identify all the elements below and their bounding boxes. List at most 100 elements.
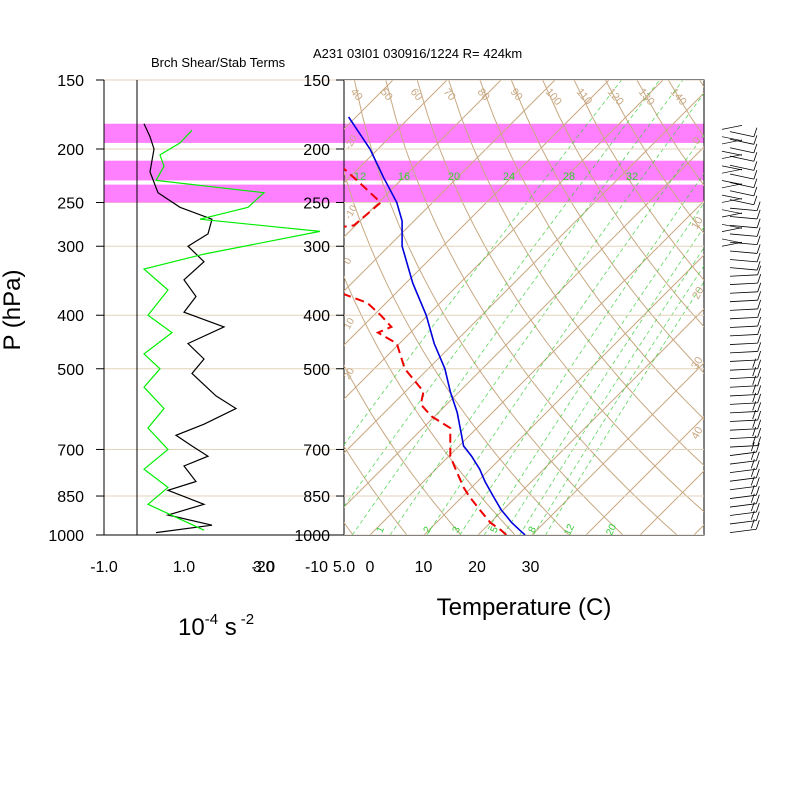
wind-barb-feather — [756, 252, 761, 263]
wind-barb-feather — [756, 235, 761, 245]
shear-highlight-bands — [104, 123, 704, 203]
mixing-ratio-20 — [503, 226, 704, 535]
dry-adiabat-label-150: 150 — [700, 86, 721, 108]
wind-barb-230 — [729, 178, 758, 189]
wind-barb-upper-0 — [721, 241, 743, 247]
isotherm--120 — [0, 80, 177, 535]
wind-barb-feather — [750, 502, 755, 512]
wind-barb-staff — [729, 131, 754, 138]
wind-barb-feather — [755, 494, 760, 504]
wind-barb-feather — [755, 511, 760, 521]
wind-barb-feather — [750, 442, 755, 452]
wind-barb-222 — [729, 170, 758, 180]
dry-adiabat-340 — [416, 80, 704, 513]
isotherm--100 — [0, 80, 285, 535]
wind-barb-436 — [729, 325, 762, 337]
skewt-ytick-label-400: 400 — [303, 308, 330, 325]
wind-barb-186 — [729, 127, 758, 138]
isotherm--40 — [344, 80, 610, 346]
wind-barb-feather — [756, 209, 761, 220]
wind-barb-317 — [729, 252, 761, 263]
wind-barb-485 — [729, 350, 762, 362]
wind-barb-staff — [729, 359, 758, 362]
wind-barb-295 — [729, 235, 761, 246]
wind-barb-feather — [753, 178, 758, 188]
wind-barb-staff — [729, 147, 754, 154]
figure-header: A231 03I01 030916/1224 R= 424km — [313, 46, 522, 61]
wind-barb-staff — [729, 308, 758, 311]
wind-barb-staff — [729, 182, 754, 189]
wind-barb-staff — [729, 460, 757, 465]
mixing-ratio-bottom-label-1: 1 — [375, 525, 388, 535]
isotherm-side-label-0: 0 — [690, 135, 703, 146]
left-x-ticks: -1.0 1.0 3.0 5.0 — [90, 559, 355, 576]
dry-adiabat-280 — [344, 445, 408, 535]
dry-adiabat-350 — [448, 80, 704, 467]
wind-barb-staff — [729, 155, 754, 162]
wind-barb-staff — [729, 511, 757, 516]
skewt-temperature-ticks: -20 -10 0 10 20 30 — [251, 559, 539, 576]
wind-barb-upper-12 — [721, 154, 743, 159]
mixing-ratio-top-label-20: 20 — [448, 171, 460, 183]
wind-barb-feather — [757, 308, 762, 318]
wind-barb-feather — [753, 152, 758, 162]
wind-barb-265 — [729, 209, 761, 220]
wind-barb-378 — [729, 291, 762, 303]
wind-barb-staff — [729, 138, 754, 145]
wind-barb-feather — [757, 282, 762, 292]
wind-barb-upper-13 — [721, 150, 743, 156]
wind-barb-214 — [729, 161, 758, 171]
isotherm-label-0: 0 — [342, 256, 355, 267]
wind-barb-staff — [729, 259, 758, 263]
dry-adiabat-label-90: 90 — [508, 86, 525, 103]
temperature-profile — [347, 116, 526, 535]
wind-barb-feather — [753, 161, 758, 171]
wind-barb-feather — [757, 419, 762, 429]
wind-barb-feather — [757, 436, 762, 446]
wind-barb-feather — [750, 493, 755, 503]
dry-adiabat-290 — [344, 364, 462, 535]
mixing-ratio-32 — [545, 281, 704, 535]
skewt-xtick-label--10: -10 — [305, 559, 328, 576]
wind-barb-staff — [729, 233, 758, 237]
left-xtick-label-5.0: 5.0 — [333, 559, 355, 576]
wind-barb-468 — [729, 342, 762, 354]
wind-barb-staff — [729, 503, 757, 508]
wind-barb-staff — [729, 376, 758, 380]
wind-barb-upper-4 — [721, 212, 743, 218]
wind-barb-feather — [755, 520, 760, 530]
isotherm-0 — [369, 200, 704, 535]
wind-barb-392 — [729, 299, 762, 311]
dry-adiabat-420 — [667, 80, 704, 138]
wind-barb-feather — [756, 218, 761, 228]
wind-barb-feather — [757, 385, 762, 395]
wind-barb-feather — [757, 291, 762, 301]
wind-barb-990 — [729, 519, 760, 533]
skewt-background-grid — [0, 80, 704, 535]
wind-barb-staff — [729, 411, 758, 414]
wind-barb-192 — [729, 135, 758, 145]
wind-barb-staff — [729, 224, 758, 229]
wind-barb-feather — [755, 477, 760, 487]
mixing-ratio-16 — [483, 202, 704, 535]
left-ytick-label-400: 400 — [57, 308, 84, 325]
mixing-ratio-bottom-label-3: 3 — [451, 525, 464, 535]
isotherm-20 — [477, 308, 704, 535]
wind-barb-staff — [729, 190, 754, 197]
skewt-pressure-ticks: 150 200 250 300 400 500 700 850 1000 — [294, 73, 344, 545]
wind-barb-staff — [729, 299, 758, 303]
wind-barb-feather — [750, 450, 755, 460]
wind-barb-feather — [756, 260, 761, 271]
dry-adiabat-320 — [353, 80, 624, 535]
wind-barb-feather — [753, 127, 758, 137]
wind-barb-staff — [729, 291, 758, 294]
x-axis-label-unit: s — [225, 614, 237, 641]
shear-band-2 — [104, 160, 704, 181]
left-ytick-label-500: 500 — [57, 362, 84, 379]
isotherm--30 — [344, 80, 664, 400]
mixing-ratio-top-label-12: 12 — [354, 171, 366, 183]
dry-adiabat-label-110: 110 — [574, 86, 594, 107]
isotherm--70 — [344, 80, 448, 184]
left-xtick-label--1.0: -1.0 — [90, 559, 118, 576]
